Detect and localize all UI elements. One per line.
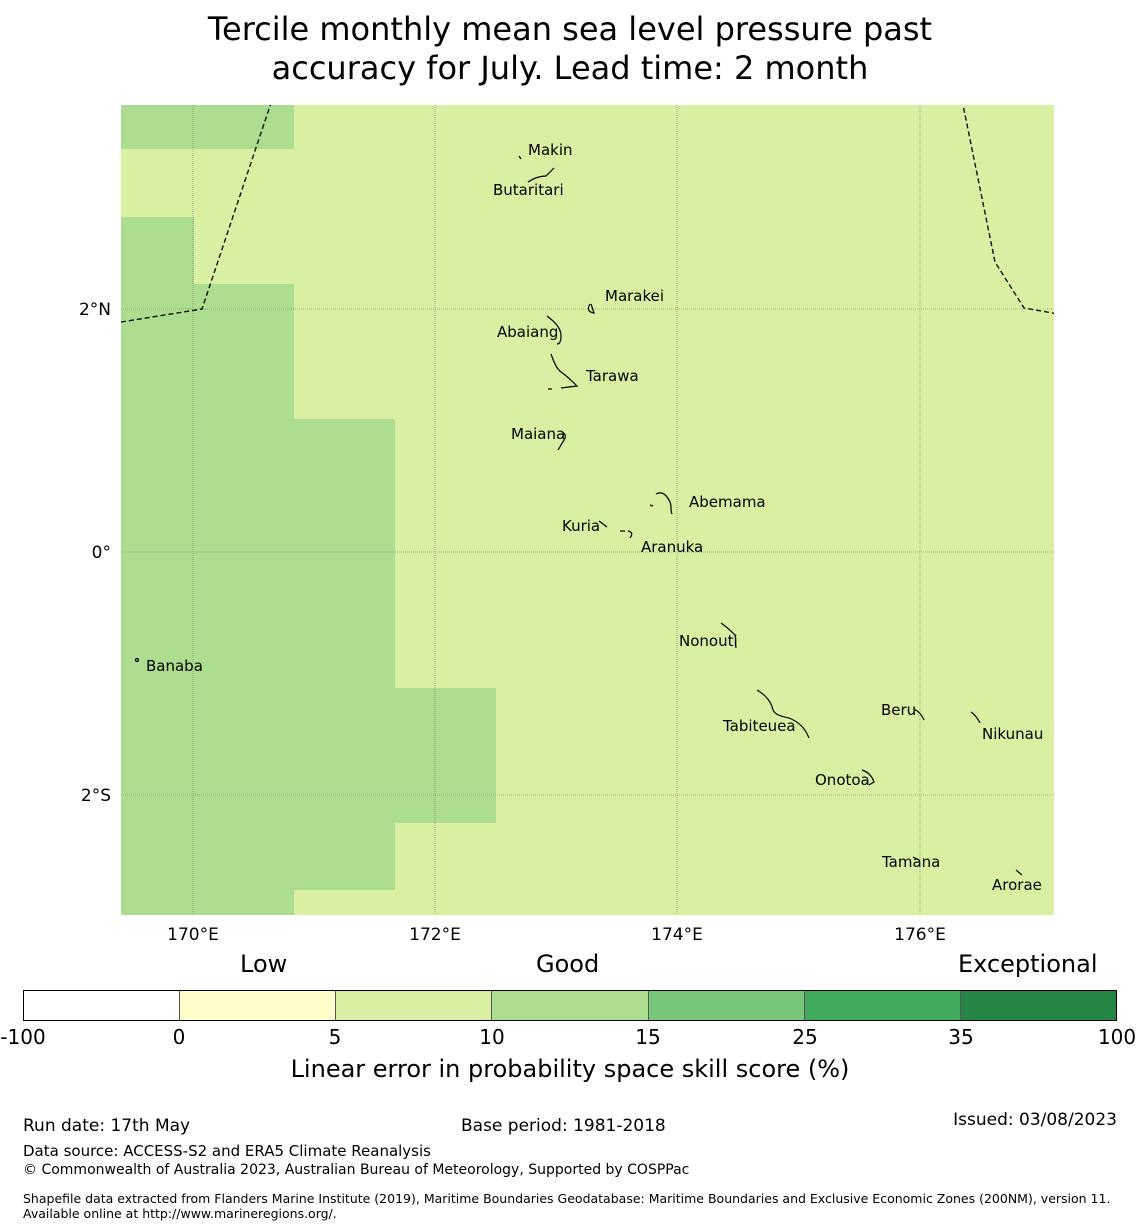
colorbar-category-good: Good xyxy=(536,950,600,978)
colorbar-segment xyxy=(492,991,649,1020)
colorbar-segment xyxy=(24,991,181,1020)
lat-tick-0: 0° xyxy=(92,543,111,563)
lon-tick-170: 170°E xyxy=(167,925,219,945)
title-line-2: accuracy for July. Lead time: 2 month xyxy=(271,49,869,87)
map-title: Tercile monthly mean sea level pressure … xyxy=(0,10,1140,88)
skill-score-map: Makin Butaritari Marakei Abaiang Tarawa … xyxy=(79,105,1054,945)
island-label-makin: Makin xyxy=(528,141,573,159)
title-line-1: Tercile monthly mean sea level pressure … xyxy=(207,10,933,48)
island-label-arorae: Arorae xyxy=(992,876,1042,894)
colorbar-segment xyxy=(960,991,1116,1020)
island-label-maiana: Maiana xyxy=(511,425,565,443)
colorbar-tick: 35 xyxy=(948,1025,974,1049)
lat-tick-2n: 2°N xyxy=(79,300,111,320)
graticule xyxy=(121,105,1054,915)
colorbar-category-exceptional: Exceptional xyxy=(958,950,1098,978)
island-label-banaba: Banaba xyxy=(146,657,203,675)
shapefile-credit: Shapefile data extracted from Flanders M… xyxy=(23,1191,1111,1221)
region-medium xyxy=(121,105,496,915)
island-outlines xyxy=(134,155,1023,876)
colorbar-tick: 100 xyxy=(1097,1025,1137,1049)
island-label-marakei: Marakei xyxy=(605,287,664,305)
colorbar-label: Linear error in probability space skill … xyxy=(290,1055,850,1083)
colorbar-tick: 5 xyxy=(328,1025,342,1049)
island-label-kuria: Kuria xyxy=(562,517,600,535)
lon-tick-174: 174°E xyxy=(651,925,703,945)
island-label-tabiteuea: Tabiteuea xyxy=(722,717,796,735)
colorbar-tick: 25 xyxy=(792,1025,818,1049)
island-label-nikunau: Nikunau xyxy=(982,725,1043,743)
lon-tick-176: 176°E xyxy=(894,925,946,945)
issued-date: Issued: 03/08/2023 xyxy=(953,1110,1117,1130)
island-label-abemama: Abemama xyxy=(689,493,766,511)
run-date: Run date: 17th May xyxy=(23,1116,191,1136)
colorbar-segment xyxy=(804,991,961,1020)
island-label-tamana: Tamana xyxy=(881,853,940,871)
colorbar xyxy=(23,990,1117,1021)
colorbar-tick: -100 xyxy=(0,1025,46,1049)
colorbar-segment xyxy=(180,991,337,1020)
island-label-beru: Beru xyxy=(881,701,916,719)
colorbar-segment xyxy=(336,991,493,1020)
colorbar-tick: 0 xyxy=(172,1025,186,1049)
island-label-nonouti: Nonouti xyxy=(679,632,738,650)
colorbar-tick: 10 xyxy=(479,1025,505,1049)
island-label-butaritari: Butaritari xyxy=(493,181,564,199)
island-label-abaiang: Abaiang xyxy=(497,323,558,341)
colorbar-category-low: Low xyxy=(240,950,288,978)
colorbar-tick: 15 xyxy=(635,1025,661,1049)
copyright: © Commonwealth of Australia 2023, Austra… xyxy=(23,1162,690,1178)
base-period: Base period: 1981-2018 xyxy=(461,1116,666,1136)
island-label-aranuka: Aranuka xyxy=(641,538,703,556)
colorbar-segment xyxy=(648,991,805,1020)
lon-tick-172: 172°E xyxy=(409,925,461,945)
island-label-tarawa: Tarawa xyxy=(585,367,639,385)
eez-boundary xyxy=(121,105,1054,323)
lat-tick-2s: 2°S xyxy=(81,786,111,806)
island-label-onotoa: Onotoa xyxy=(815,771,870,789)
data-source: Data source: ACCESS-S2 and ERA5 Climate … xyxy=(23,1142,431,1160)
